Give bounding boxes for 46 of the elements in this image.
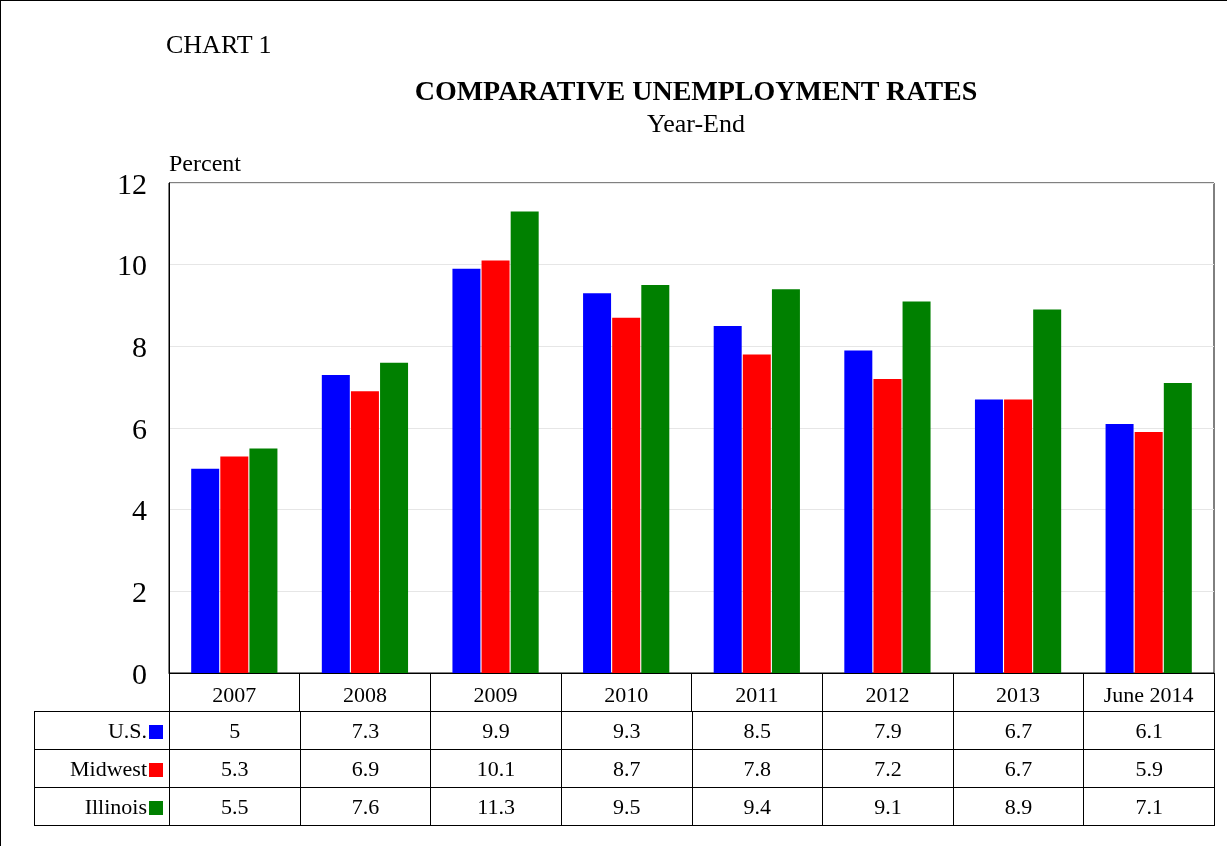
data-label: 5.9 bbox=[1083, 749, 1215, 788]
data-label: 5 bbox=[169, 711, 301, 750]
y-tick-label: 6 bbox=[132, 411, 147, 445]
data-label: 9.5 bbox=[561, 787, 692, 826]
caption: CHART 1 bbox=[166, 29, 272, 59]
data-label: 8.9 bbox=[953, 787, 1084, 826]
y-tick-label: 0 bbox=[132, 656, 147, 690]
legend-label: U.S. bbox=[34, 711, 170, 750]
data-label: 7.6 bbox=[300, 787, 431, 826]
x-tick-label: 2011 bbox=[735, 681, 779, 707]
data-label: 7.9 bbox=[822, 711, 954, 750]
x-tick-label: June 2014 bbox=[1103, 681, 1194, 707]
chart-subtitle: Year-End bbox=[647, 108, 745, 138]
y-tick-label: 10 bbox=[117, 248, 147, 282]
x-tick-label: 2009 bbox=[473, 681, 518, 707]
data-label: 9.3 bbox=[561, 711, 692, 750]
data-label: 8.5 bbox=[692, 711, 823, 750]
data-label: 8.7 bbox=[561, 749, 692, 788]
x-tick-label: 2012 bbox=[865, 681, 910, 707]
data-label: 10.1 bbox=[430, 749, 562, 788]
y-axis-title: Percent bbox=[169, 150, 242, 176]
data-label: 6.9 bbox=[300, 749, 431, 788]
data-label: 11.3 bbox=[430, 787, 562, 826]
legend-label: Illinois bbox=[34, 787, 170, 826]
data-label: 7.1 bbox=[1083, 787, 1215, 826]
data-label: 9.1 bbox=[822, 787, 954, 826]
x-tick-label: 2008 bbox=[342, 681, 387, 707]
data-label: 7.8 bbox=[692, 749, 823, 788]
data-label: 5.5 bbox=[169, 787, 301, 826]
y-tick-label: 2 bbox=[132, 574, 147, 608]
data-label: 6.1 bbox=[1083, 711, 1215, 750]
data-label: 7.2 bbox=[822, 749, 954, 788]
legend-label: Midwest bbox=[34, 749, 170, 788]
data-label: 7.3 bbox=[300, 711, 431, 750]
y-tick-label: 4 bbox=[132, 493, 147, 527]
x-tick-label: 2007 bbox=[212, 681, 257, 707]
data-label: 5.3 bbox=[169, 749, 301, 788]
data-label: 6.7 bbox=[953, 749, 1084, 788]
y-tick-label: 12 bbox=[117, 166, 147, 200]
y-tick-label: 8 bbox=[132, 329, 147, 363]
chart-title: COMPARATIVE UNEMPLOYMENT RATES bbox=[414, 74, 978, 106]
data-label: 6.7 bbox=[953, 711, 1084, 750]
data-label: 9.4 bbox=[692, 787, 823, 826]
x-tick-label: 2010 bbox=[604, 681, 649, 707]
data-label: 9.9 bbox=[430, 711, 562, 750]
x-tick-label: 2013 bbox=[996, 681, 1041, 707]
